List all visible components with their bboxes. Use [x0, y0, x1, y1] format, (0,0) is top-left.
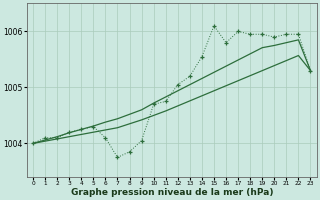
X-axis label: Graphe pression niveau de la mer (hPa): Graphe pression niveau de la mer (hPa)	[70, 188, 273, 197]
